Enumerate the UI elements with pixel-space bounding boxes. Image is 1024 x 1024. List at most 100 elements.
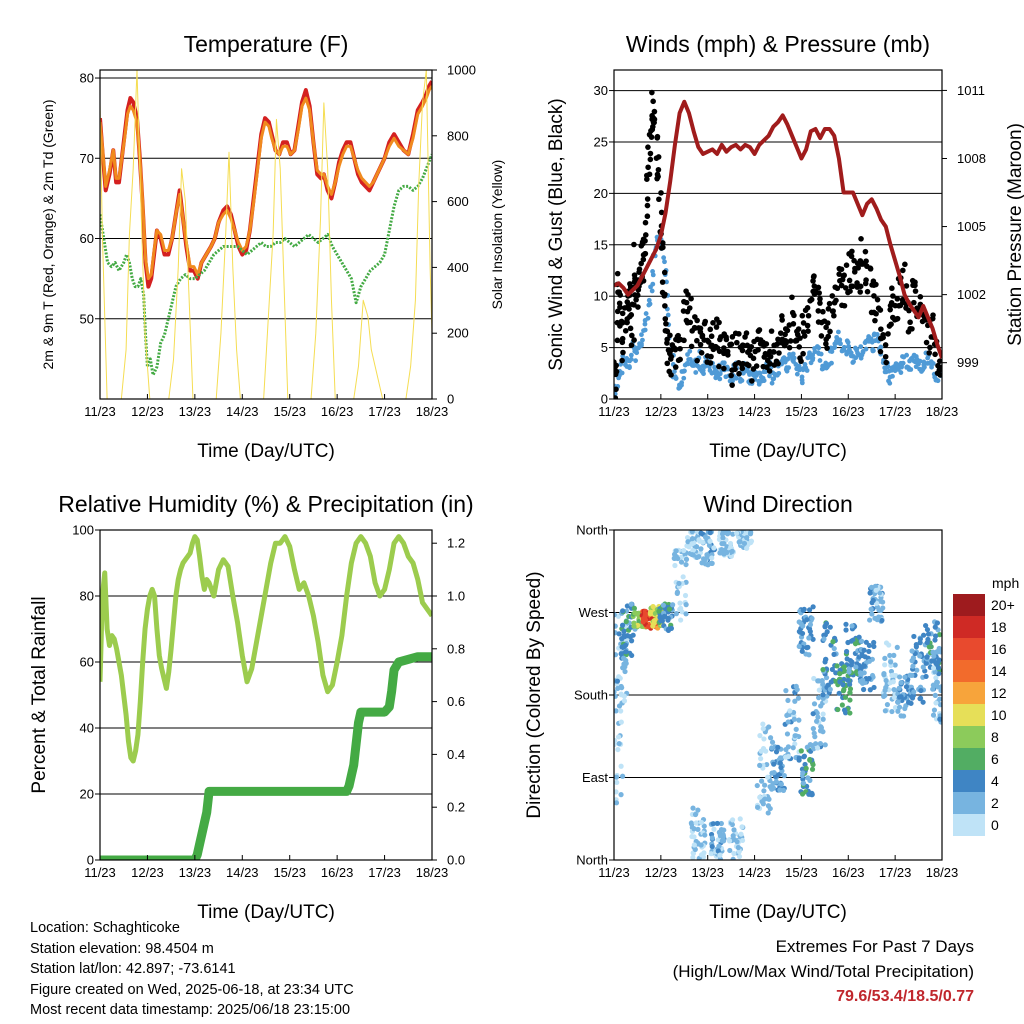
- gust-point: [681, 337, 687, 344]
- gust-point: [771, 349, 777, 355]
- direction-point: [781, 773, 787, 779]
- direction-point: [796, 755, 802, 761]
- direction-point: [886, 642, 892, 648]
- wind-point: [646, 297, 652, 303]
- direction-point: [689, 530, 695, 535]
- direction-point: [748, 530, 754, 536]
- gust-point: [686, 305, 693, 311]
- y-tick-label-right: 1005: [957, 219, 986, 234]
- wind-point: [838, 341, 843, 347]
- direction-point: [924, 639, 930, 646]
- direction-point: [661, 613, 667, 620]
- direction-point: [705, 562, 711, 568]
- direction-point: [807, 777, 813, 783]
- gust-point: [863, 258, 869, 264]
- wind-point: [647, 301, 653, 307]
- gust-point: [789, 294, 795, 301]
- direction-point: [762, 782, 768, 788]
- gust-point: [644, 196, 651, 202]
- direction-point: [896, 685, 902, 691]
- gust-point: [694, 357, 700, 364]
- direction-point: [690, 805, 696, 811]
- gust-point: [830, 308, 836, 314]
- direction-point: [710, 821, 716, 827]
- gust-point: [699, 332, 706, 339]
- wind-point: [854, 347, 859, 353]
- y-tick-label: 50: [80, 311, 94, 326]
- wind-point: [900, 360, 906, 366]
- gust-point: [736, 331, 742, 337]
- gust-point: [633, 296, 639, 303]
- gust-point: [907, 325, 913, 332]
- direction-point: [818, 703, 824, 709]
- extremes-title: Extremes For Past 7 Days: [775, 937, 974, 956]
- direction-point: [707, 530, 713, 536]
- x-tick-label: 17/23: [368, 404, 401, 419]
- plot-frame: [99, 529, 433, 861]
- gust-point: [736, 370, 742, 377]
- wind-point: [858, 355, 864, 361]
- gust-point: [659, 279, 666, 285]
- y-axis-label: 2m & 9m T (Red, Orange) & 2m Td (Green): [40, 100, 56, 370]
- direction-point: [892, 662, 898, 668]
- gust-point: [849, 283, 856, 290]
- direction-point: [823, 656, 829, 662]
- gust-point: [712, 343, 719, 350]
- wind-point: [761, 378, 767, 383]
- direction-point: [798, 748, 804, 754]
- direction-point: [820, 711, 826, 717]
- wind-point: [899, 364, 904, 370]
- wind-point: [627, 364, 632, 369]
- direction-point: [760, 721, 766, 727]
- direction-point: [935, 665, 942, 671]
- direction-point: [910, 663, 916, 669]
- direction-point: [847, 686, 854, 692]
- y-tick-label: 20: [594, 186, 608, 201]
- direction-point: [619, 773, 626, 779]
- gust-point: [659, 240, 666, 246]
- direction-point: [702, 832, 708, 838]
- wind-point: [904, 352, 910, 358]
- x-axis-label: Time (Day/UTC): [709, 441, 847, 462]
- direction-point: [921, 632, 927, 638]
- direction-point: [614, 774, 620, 780]
- direction-point: [833, 670, 839, 676]
- gust-point: [790, 321, 797, 327]
- wind-point: [841, 344, 847, 350]
- wind-point: [767, 373, 772, 379]
- direction-point: [777, 755, 784, 761]
- wind-point: [739, 378, 745, 383]
- gust-point: [620, 349, 626, 356]
- wind-point: [794, 371, 800, 377]
- direction-point: [827, 686, 833, 693]
- direction-point: [825, 682, 831, 688]
- wind-point: [780, 356, 786, 362]
- x-tick-label: 16/23: [832, 404, 865, 419]
- direction-point: [887, 652, 893, 659]
- direction-point: [615, 734, 622, 740]
- gust-point: [668, 353, 675, 360]
- direction-point: [765, 810, 771, 816]
- direction-point: [845, 677, 851, 683]
- gust-point: [848, 253, 855, 260]
- x-tick-label: 15/23: [273, 404, 306, 419]
- direction-point: [698, 530, 704, 536]
- direction-point: [931, 665, 937, 671]
- y-tick-label-right: 1000: [447, 63, 476, 78]
- gust-point: [824, 345, 830, 351]
- gust-point: [732, 366, 738, 373]
- direction-point: [810, 726, 816, 732]
- direction-point: [799, 648, 805, 654]
- direction-point: [640, 619, 646, 625]
- gust-point: [854, 280, 860, 286]
- gust-point: [888, 321, 894, 328]
- x-tick-label: 18/23: [416, 404, 449, 419]
- direction-point: [861, 686, 867, 693]
- y-tick-label: 40: [80, 721, 94, 736]
- direction-point: [618, 763, 624, 769]
- gust-point: [841, 302, 848, 309]
- direction-point: [709, 560, 715, 566]
- x-tick-label: 15/23: [785, 404, 818, 419]
- gust-point: [749, 378, 755, 384]
- direction-point: [642, 613, 648, 619]
